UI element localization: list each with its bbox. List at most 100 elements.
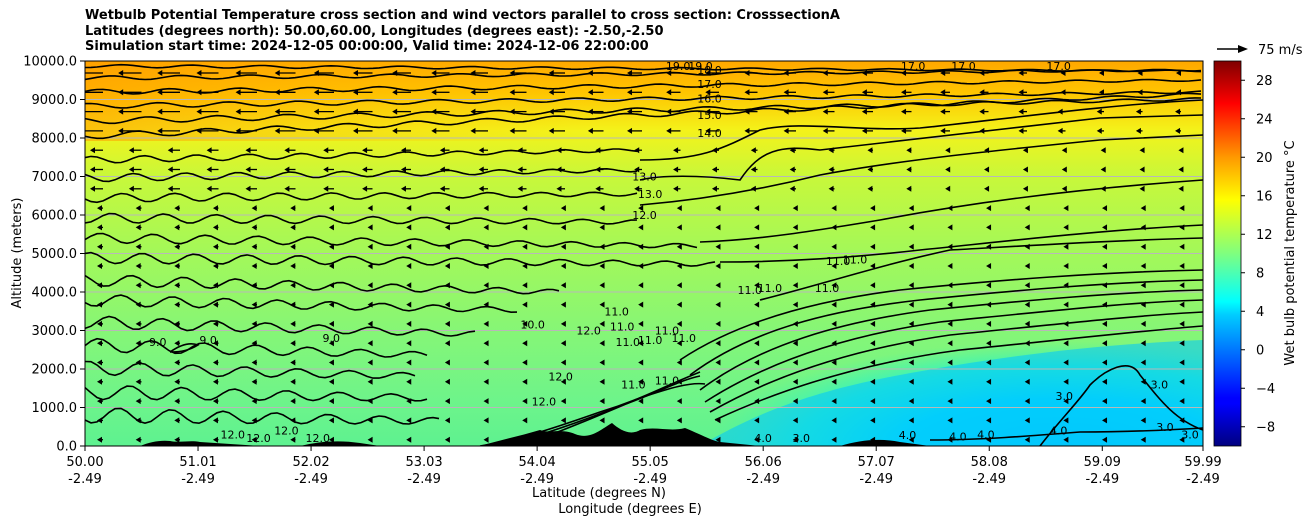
contour-label: 4.0 <box>949 430 967 443</box>
wind-vector-head <box>1018 89 1024 96</box>
x-tick-label-lat: 50.00 <box>66 455 103 470</box>
contour-label: 11.0 <box>638 334 663 347</box>
colorbar-tick-label: 24 <box>1256 112 1273 127</box>
wind-vector-head <box>522 417 528 424</box>
wind-vector-head <box>792 243 798 250</box>
title-line-3: Simulation start time: 2024-12-05 00:00:… <box>85 39 649 54</box>
wind-vector-head <box>908 436 914 443</box>
wind-vector-head <box>431 89 437 96</box>
wind-vector-head <box>1139 147 1145 154</box>
wind-vector-head <box>478 185 484 192</box>
x-tick-label-lon: -2.49 <box>520 472 554 487</box>
quiver-key: 75 m/s <box>1217 43 1303 58</box>
wind-vector-head <box>1102 417 1108 424</box>
wind-vector-head <box>792 205 798 212</box>
wind-vector-head <box>560 263 566 269</box>
wind-vector-head <box>711 185 717 192</box>
wind-vector-head <box>212 378 218 385</box>
wind-vector-head <box>822 127 828 134</box>
wind-vector-head <box>328 340 334 347</box>
wind-vector-head <box>599 205 605 212</box>
title-line-2: Latitudes (degrees north): 50.00,60.00, … <box>85 23 664 39</box>
wind-vector-head <box>97 263 102 269</box>
wind-vector-head <box>212 263 218 269</box>
wind-vector-head <box>715 301 721 308</box>
wind-vector-head <box>676 320 682 327</box>
wind-vector-head <box>831 243 837 250</box>
colorbar-tick-label: 28 <box>1256 74 1273 89</box>
contour-label: 10.0 <box>520 319 545 332</box>
wind-vector-head <box>947 320 953 327</box>
wind-vector-head <box>212 224 218 231</box>
wind-vector-head <box>323 147 329 154</box>
wind-vector-head <box>666 89 672 96</box>
x-tick-label-lon: -2.49 <box>181 472 215 487</box>
contour-label: 17.0 <box>951 60 976 73</box>
wind-vector-head <box>174 301 180 308</box>
wind-vector-head <box>1024 301 1030 308</box>
y-tick-label: 10000.0 <box>23 55 77 70</box>
wind-vector-head <box>908 398 914 405</box>
contour-lines <box>85 63 1203 446</box>
wind-vector-head <box>90 147 95 154</box>
contour-label: 3.0 <box>792 432 810 445</box>
wind-vector-head <box>367 320 373 327</box>
wind-vector-head <box>174 378 180 385</box>
wind-vector-head <box>174 224 180 231</box>
wind-vector-head <box>245 147 251 154</box>
contour-label: 17.0 <box>901 60 926 73</box>
wind-vector-head <box>599 320 605 327</box>
wind-vector-head <box>118 108 124 115</box>
wind-vector-head <box>174 205 180 212</box>
wind-vector-head <box>167 147 173 154</box>
wind-vector-head <box>627 127 633 134</box>
wind-vector-head <box>1063 224 1069 231</box>
wind-vector-head <box>1179 417 1185 424</box>
contour-label: 17.0 <box>1046 60 1071 73</box>
wind-vector-head <box>1100 147 1106 154</box>
wind-vector-head <box>174 282 180 289</box>
wind-vector-head <box>870 359 876 366</box>
wind-vector-head <box>715 320 721 327</box>
wind-vector-head <box>792 398 798 405</box>
wind-vector-head <box>870 282 876 289</box>
wind-vector-head <box>478 166 484 173</box>
contour-label: 13.0 <box>632 171 657 184</box>
wind-vector-head <box>1061 185 1067 192</box>
wind-vector-head <box>901 89 907 96</box>
wind-vector-head <box>986 417 992 424</box>
wind-vector-head <box>828 166 834 173</box>
wind-vector-head <box>328 359 334 366</box>
wind-vector-head <box>157 108 163 115</box>
wind-vector-head <box>560 359 566 366</box>
wind-vector-head <box>251 378 257 385</box>
y-tick-label: 3000.0 <box>32 324 78 339</box>
wind-vector-head <box>135 398 141 405</box>
title-line-1: Wetbulb Potential Temperature cross sect… <box>85 8 840 23</box>
contour-line <box>85 232 698 249</box>
wind-vector-head <box>284 185 290 192</box>
contour-label: 4.0 <box>977 428 995 441</box>
wind-vector-head <box>284 166 290 173</box>
wind-vector-head <box>251 224 257 231</box>
x-axis-label: Latitude (degrees N) <box>532 486 666 501</box>
x-tick-label-lat: 57.07 <box>858 455 895 470</box>
wind-vector-head <box>522 359 528 366</box>
x-tick-label-lon: -2.49 <box>1186 472 1220 487</box>
wind-vector-head <box>1140 205 1146 212</box>
wind-vector-head <box>174 263 180 269</box>
wind-vector-head <box>986 378 992 385</box>
contour-label: 12.0 <box>548 371 573 384</box>
wind-vector-head <box>1018 70 1024 76</box>
wind-vector-head <box>509 89 515 96</box>
wind-vector-head <box>406 359 412 366</box>
wind-vector-head <box>783 127 789 134</box>
wind-vector-head <box>483 205 489 212</box>
wind-vector-head <box>483 340 489 347</box>
colorbar-ticks: −8 −4 0 4 8 12 16 20 24 28 <box>1241 74 1275 435</box>
wind-vector-head <box>599 224 605 231</box>
wind-vector-head <box>870 205 876 212</box>
wind-vector-head <box>548 89 554 96</box>
contour-label: 12.0 <box>274 425 299 438</box>
contour-label: 12.0 <box>246 432 271 445</box>
